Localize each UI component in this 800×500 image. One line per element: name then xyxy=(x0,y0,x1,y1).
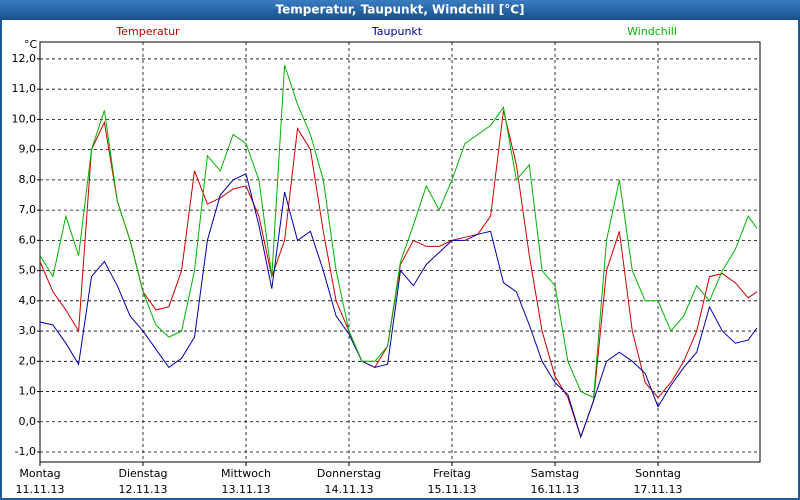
y-tick-label: 9,0 xyxy=(19,143,37,156)
x-tick-date: 14.11.13 xyxy=(325,483,374,496)
title-bar xyxy=(0,0,800,20)
y-tick-label: 1,0 xyxy=(19,385,37,398)
legend-label: Taupunkt xyxy=(371,25,423,38)
y-tick-label: 6,0 xyxy=(19,233,37,246)
y-tick-label: -1,0 xyxy=(15,445,36,458)
y-tick-label: 11,0 xyxy=(12,82,37,95)
x-tick-date: 17.11.13 xyxy=(634,483,683,496)
x-tick-date: 16.11.13 xyxy=(531,483,580,496)
x-tick-date: 12.11.13 xyxy=(119,483,168,496)
y-tick-label: 8,0 xyxy=(19,173,37,186)
legend-label: Windchill xyxy=(627,25,677,38)
y-unit: °C xyxy=(24,38,38,51)
legend-label: Temperatur xyxy=(115,25,180,38)
x-tick-label: Donnerstag xyxy=(317,467,381,480)
y-tick-label: 0,0 xyxy=(19,415,37,428)
y-tick-label: 3,0 xyxy=(19,324,37,337)
y-tick-label: 4,0 xyxy=(19,294,37,307)
series-line xyxy=(39,173,758,439)
y-tick-label: 5,0 xyxy=(19,264,37,277)
x-tick-date: 11.11.13 xyxy=(16,483,65,496)
chart-background xyxy=(2,20,798,498)
chart-title: Temperatur, Taupunkt, Windchill [°C] xyxy=(276,3,525,17)
x-tick-label: Mittwoch xyxy=(221,467,271,480)
y-tick-label: 10,0 xyxy=(12,112,37,125)
y-tick-label: 12,0 xyxy=(12,52,37,65)
x-tick-label: Montag xyxy=(19,467,60,480)
x-tick-date: 15.11.13 xyxy=(428,483,477,496)
x-tick-label: Freitag xyxy=(433,467,471,480)
x-tick-label: Samstag xyxy=(531,467,579,480)
x-tick-label: Dienstag xyxy=(118,467,167,480)
x-tick-label: Sonntag xyxy=(635,467,681,480)
y-tick-label: 2,0 xyxy=(19,354,37,367)
y-tick-label: 7,0 xyxy=(19,203,37,216)
series-line xyxy=(39,64,758,399)
x-tick-date: 13.11.13 xyxy=(222,483,271,496)
